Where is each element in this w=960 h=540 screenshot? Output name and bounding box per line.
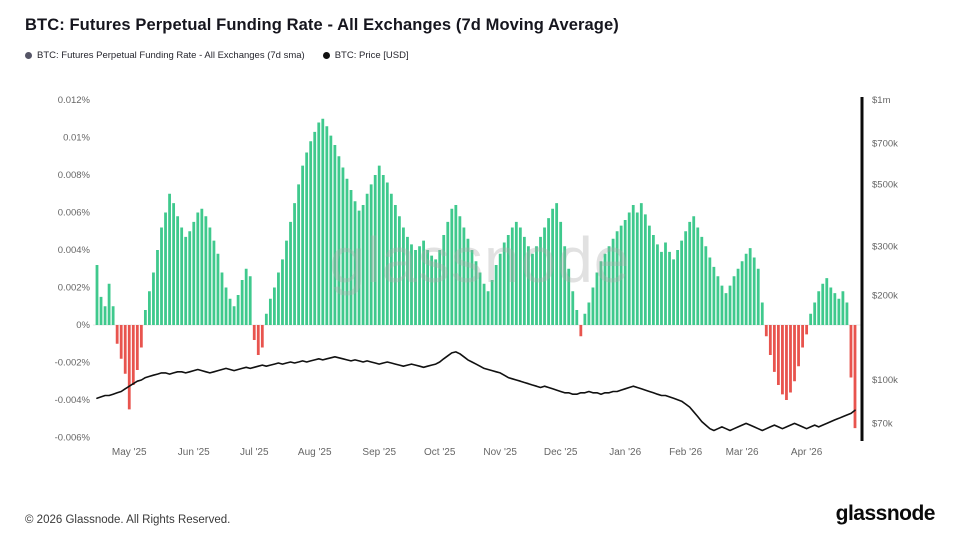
svg-text:0.012%: 0.012% xyxy=(58,95,91,106)
funding-rate-chart[interactable]: 0.012% 0.01% 0.008% 0.006% 0.004% 0.002% 0% -0.… xyxy=(0,85,960,470)
legend-item-price[interactable]: BTC: Price [USD] xyxy=(322,50,409,61)
svg-text:Apr '26: Apr '26 xyxy=(791,447,823,458)
legend-item-funding-rate[interactable]: BTC: Futures Perpetual Funding Rate - Al… xyxy=(25,50,305,61)
svg-text:$300k: $300k xyxy=(872,241,898,252)
svg-text:0.01%: 0.01% xyxy=(63,133,90,144)
legend: BTC: Futures Perpetual Funding Rate - Al… xyxy=(25,50,935,61)
svg-text:Jan '26: Jan '26 xyxy=(609,447,641,458)
chart-canvas[interactable]: 0.012% 0.01% 0.008% 0.006% 0.004% 0.002% 0% -0.… xyxy=(0,85,960,470)
svg-text:Dec '25: Dec '25 xyxy=(544,447,578,458)
svg-text:-0.006%: -0.006% xyxy=(55,433,91,444)
funding-series-dot-icon xyxy=(25,52,32,59)
svg-text:Jul '25: Jul '25 xyxy=(240,447,269,458)
svg-text:0.002%: 0.002% xyxy=(58,283,91,294)
chart-header: BTC: Futures Perpetual Funding Rate - Al… xyxy=(25,16,935,61)
svg-text:Oct '25: Oct '25 xyxy=(424,447,456,458)
svg-text:$500k: $500k xyxy=(872,179,898,190)
svg-text:-0.002%: -0.002% xyxy=(55,358,91,369)
glassnode-logo: glassnode xyxy=(835,502,936,525)
svg-text:$100k: $100k xyxy=(872,375,898,386)
svg-text:Aug '25: Aug '25 xyxy=(298,447,332,458)
svg-text:May '25: May '25 xyxy=(112,447,147,458)
svg-text:Sep '25: Sep '25 xyxy=(362,447,396,458)
footer: © 2026 Glassnode. All Rights Reserved. g… xyxy=(25,502,936,526)
copyright-text: © 2026 Glassnode. All Rights Reserved. xyxy=(25,514,231,526)
svg-text:Feb '26: Feb '26 xyxy=(669,447,702,458)
svg-text:0.004%: 0.004% xyxy=(58,245,91,256)
svg-text:$1m: $1m xyxy=(872,95,891,106)
legend-price-label: BTC: Price [USD] xyxy=(334,50,409,61)
page-title: BTC: Futures Perpetual Funding Rate - Al… xyxy=(25,16,619,34)
svg-text:0.006%: 0.006% xyxy=(58,208,91,219)
svg-text:-0.004%: -0.004% xyxy=(55,395,91,406)
svg-text:Nov '25: Nov '25 xyxy=(483,447,517,458)
svg-text:$200k: $200k xyxy=(872,291,898,302)
svg-text:0%: 0% xyxy=(76,320,90,331)
price-series-dot-icon xyxy=(322,52,330,59)
legend-funding-label: BTC: Futures Perpetual Funding Rate - Al… xyxy=(37,50,305,61)
svg-text:0.008%: 0.008% xyxy=(58,170,91,181)
svg-text:Jun '25: Jun '25 xyxy=(178,447,210,458)
svg-text:Mar '26: Mar '26 xyxy=(726,447,759,458)
svg-text:$700k: $700k xyxy=(872,138,898,149)
svg-text:$70k: $70k xyxy=(872,418,893,429)
